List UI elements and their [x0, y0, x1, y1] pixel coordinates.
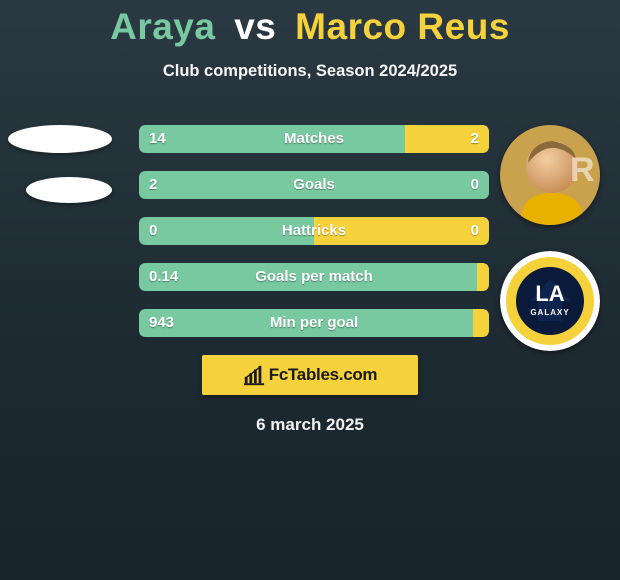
stat-value-left: 2: [149, 171, 157, 199]
title-vs: vs: [234, 6, 276, 47]
stat-value-right: 2: [471, 125, 479, 153]
watermark-text: FcTables.com: [269, 365, 378, 385]
stat-row: Hattricks0 0: [139, 217, 489, 245]
stat-row: Matches14 2: [139, 125, 489, 153]
stat-value-right: 0: [471, 171, 479, 199]
player1-avatar-shape-bottom: [26, 177, 112, 203]
date-label: 6 march 2025: [0, 415, 620, 435]
stat-label: Matches: [139, 125, 489, 153]
stat-row: Goals2 0: [139, 171, 489, 199]
player2-club-badge: LA GALAXY: [500, 251, 600, 351]
stat-label: Min per goal: [139, 309, 489, 337]
stat-value-left: 14: [149, 125, 166, 153]
stat-row: Goals per match0.14: [139, 263, 489, 291]
bar-chart-icon: [243, 364, 265, 386]
stat-value-right: 0: [471, 217, 479, 245]
stat-row: Min per goal943: [139, 309, 489, 337]
club-badge-icon: LA GALAXY: [500, 251, 600, 351]
svg-text:GALAXY: GALAXY: [530, 308, 569, 317]
player1-avatar-shape-top: [8, 125, 112, 153]
subtitle: Club competitions, Season 2024/2025: [0, 62, 620, 81]
stat-label: Hattricks: [139, 217, 489, 245]
stat-value-left: 0: [149, 217, 157, 245]
title-player1: Araya: [110, 6, 215, 47]
svg-text:LA: LA: [535, 281, 564, 306]
stat-value-left: 0.14: [149, 263, 178, 291]
player-portrait-icon: R: [500, 125, 600, 225]
title-player2: Marco Reus: [295, 6, 510, 47]
stat-value-left: 943: [149, 309, 174, 337]
avatar-initials: R: [570, 151, 595, 189]
stats-block: Matches142Goals20Hattricks00Goals per ma…: [139, 125, 489, 355]
stat-label: Goals per match: [139, 263, 489, 291]
watermark-badge: FcTables.com: [202, 355, 418, 395]
stat-label: Goals: [139, 171, 489, 199]
page-title: Araya vs Marco Reus: [0, 0, 620, 48]
player2-avatar: R: [500, 125, 600, 225]
